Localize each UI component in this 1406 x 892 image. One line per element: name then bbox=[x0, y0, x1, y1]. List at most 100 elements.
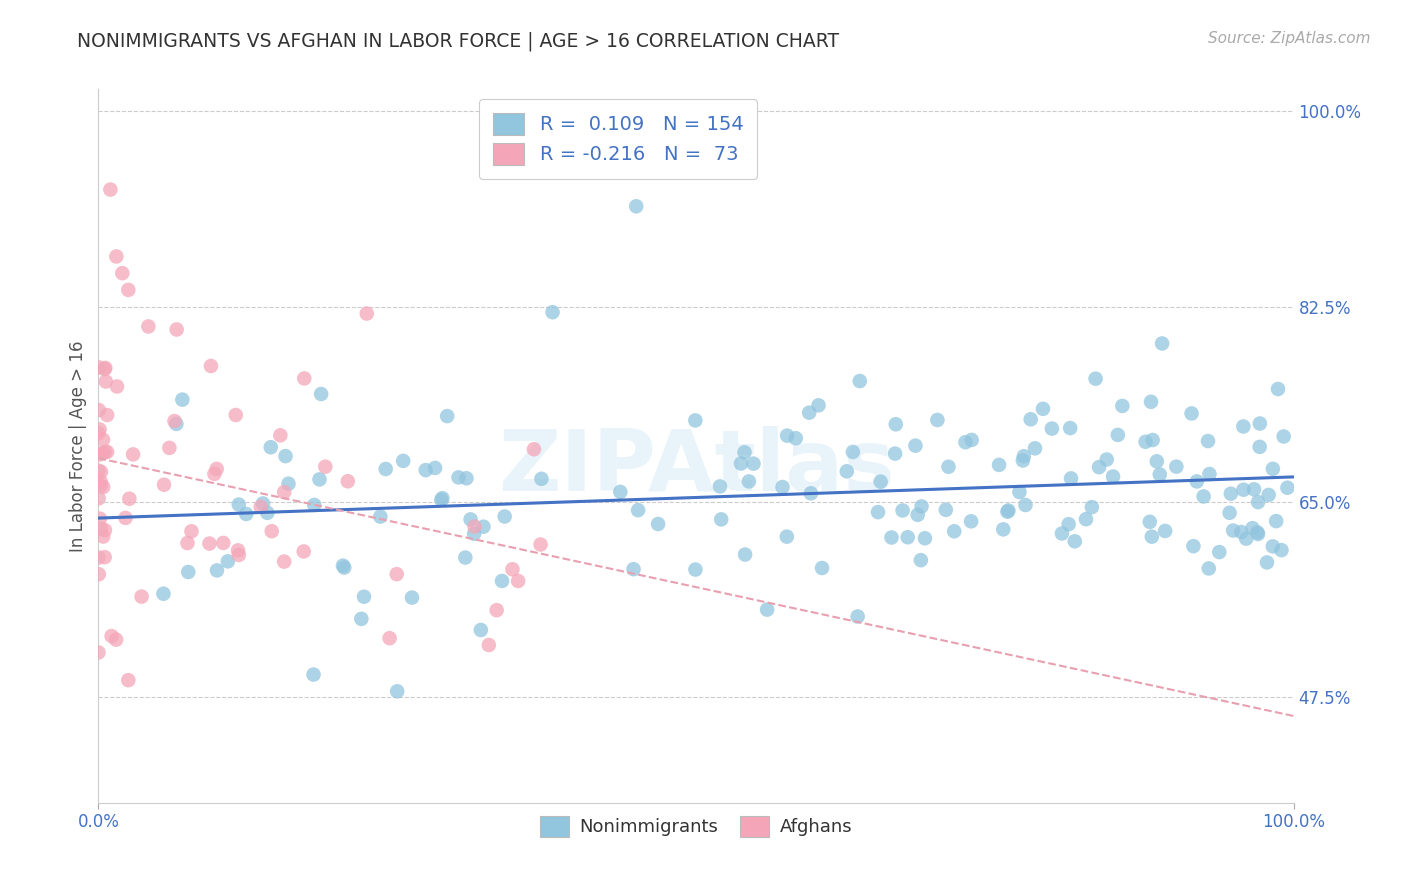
Point bbox=[463, 526, 485, 541]
Point bbox=[432, 491, 454, 506]
Point bbox=[772, 480, 794, 494]
Point bbox=[202, 467, 225, 481]
Point bbox=[87, 645, 110, 659]
Point bbox=[260, 440, 283, 454]
Point bbox=[491, 574, 513, 588]
Point bbox=[456, 471, 478, 485]
Point bbox=[1095, 452, 1118, 467]
Point bbox=[96, 445, 118, 459]
Point bbox=[1198, 561, 1220, 575]
Point bbox=[180, 524, 202, 539]
Point bbox=[1107, 428, 1129, 442]
Point bbox=[198, 536, 221, 550]
Point bbox=[90, 478, 112, 492]
Point bbox=[256, 506, 278, 520]
Point bbox=[1149, 467, 1171, 482]
Point bbox=[866, 505, 889, 519]
Point bbox=[776, 530, 799, 544]
Point bbox=[938, 459, 960, 474]
Point bbox=[165, 417, 187, 431]
Point bbox=[530, 472, 553, 486]
Point bbox=[807, 398, 830, 412]
Point bbox=[904, 439, 927, 453]
Point bbox=[332, 558, 354, 573]
Point bbox=[98, 182, 122, 196]
Point bbox=[1270, 543, 1292, 558]
Point bbox=[1139, 515, 1161, 529]
Point bbox=[87, 491, 110, 506]
Point bbox=[464, 519, 486, 533]
Point bbox=[842, 445, 865, 459]
Legend: Nonimmigrants, Afghans: Nonimmigrants, Afghans bbox=[533, 808, 859, 844]
Point bbox=[356, 307, 378, 321]
Point bbox=[960, 514, 983, 528]
Point bbox=[308, 472, 330, 486]
Point bbox=[1135, 434, 1157, 449]
Point bbox=[1261, 462, 1284, 476]
Point bbox=[1256, 556, 1278, 570]
Y-axis label: In Labor Force | Age > 16: In Labor Force | Age > 16 bbox=[69, 340, 87, 552]
Point bbox=[235, 507, 257, 521]
Point bbox=[742, 457, 765, 471]
Point bbox=[1154, 524, 1177, 538]
Point bbox=[1219, 506, 1241, 520]
Point bbox=[993, 522, 1015, 536]
Point bbox=[884, 447, 907, 461]
Point bbox=[430, 492, 453, 507]
Point bbox=[249, 500, 271, 514]
Point bbox=[370, 509, 392, 524]
Point bbox=[94, 360, 117, 375]
Point bbox=[470, 623, 492, 637]
Point bbox=[494, 509, 516, 524]
Point bbox=[1182, 539, 1205, 553]
Point bbox=[884, 417, 907, 432]
Point bbox=[730, 457, 752, 471]
Point bbox=[1063, 534, 1085, 549]
Point bbox=[927, 413, 949, 427]
Point bbox=[756, 602, 779, 616]
Point bbox=[1247, 495, 1270, 509]
Point bbox=[117, 283, 139, 297]
Point bbox=[627, 503, 650, 517]
Point bbox=[1230, 524, 1253, 539]
Point bbox=[541, 305, 564, 319]
Point bbox=[1277, 481, 1299, 495]
Point bbox=[252, 496, 274, 510]
Point bbox=[960, 433, 983, 447]
Point bbox=[89, 511, 111, 525]
Point bbox=[1019, 412, 1042, 426]
Point bbox=[353, 590, 375, 604]
Point bbox=[269, 428, 291, 442]
Point bbox=[138, 319, 160, 334]
Point bbox=[1219, 486, 1241, 500]
Point bbox=[392, 454, 415, 468]
Point bbox=[1140, 530, 1163, 544]
Point bbox=[100, 629, 122, 643]
Point bbox=[1249, 417, 1271, 431]
Point bbox=[734, 445, 756, 459]
Text: ZIPAtlas: ZIPAtlas bbox=[498, 425, 894, 509]
Point bbox=[1265, 514, 1288, 528]
Text: Source: ZipAtlas.com: Source: ZipAtlas.com bbox=[1208, 31, 1371, 46]
Point bbox=[1257, 488, 1279, 502]
Point bbox=[118, 491, 141, 506]
Point bbox=[880, 531, 903, 545]
Point bbox=[943, 524, 966, 539]
Point bbox=[460, 512, 482, 526]
Point bbox=[90, 475, 112, 489]
Point bbox=[94, 445, 117, 459]
Point bbox=[91, 530, 114, 544]
Point bbox=[1249, 440, 1271, 454]
Point bbox=[205, 563, 228, 577]
Point bbox=[436, 409, 458, 423]
Point bbox=[385, 567, 408, 582]
Point bbox=[304, 498, 326, 512]
Point bbox=[685, 413, 707, 427]
Point bbox=[91, 480, 114, 494]
Point bbox=[1050, 526, 1073, 541]
Point bbox=[1180, 407, 1202, 421]
Point bbox=[96, 408, 118, 422]
Point bbox=[385, 684, 409, 698]
Point bbox=[799, 406, 821, 420]
Point bbox=[292, 371, 315, 385]
